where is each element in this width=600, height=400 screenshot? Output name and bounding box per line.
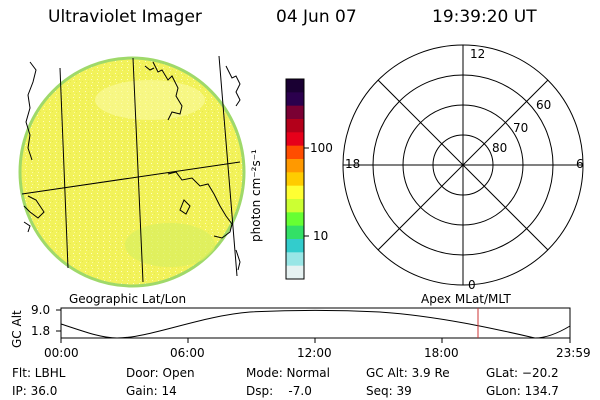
altitude-ytick-label: 9.0 bbox=[31, 303, 51, 317]
colorbar-segment bbox=[286, 145, 304, 160]
coastline-path bbox=[167, 171, 233, 239]
colorbar-segment bbox=[286, 159, 304, 173]
info-mode: Mode: Normal bbox=[246, 366, 330, 380]
colorbar-segment bbox=[286, 252, 304, 267]
altitude-ylabel: GC Alt bbox=[10, 310, 24, 348]
altitude-xtick-label: 06:00 bbox=[170, 346, 205, 360]
colorbar-tick-label: 100 bbox=[310, 141, 333, 155]
time-label: 19:39:20 UT bbox=[432, 7, 537, 27]
colorbar-segment bbox=[286, 199, 304, 213]
colorbar-segment bbox=[286, 225, 304, 240]
info-dsp: Dsp: -7.0 bbox=[246, 384, 312, 398]
polar-plot-label: Apex MLat/MLT bbox=[421, 292, 511, 306]
colorbar-segment bbox=[286, 119, 304, 133]
coastline-path bbox=[235, 249, 241, 271]
colorbar-segment bbox=[286, 239, 304, 253]
coastline-path bbox=[25, 61, 37, 161]
coastline-path bbox=[144, 65, 155, 71]
info-filter: Flt: LBHL bbox=[12, 366, 66, 380]
earth-image bbox=[18, 55, 246, 288]
earth-map-label: Geographic Lat/Lon bbox=[69, 292, 187, 306]
altitude-xtick-label: 18:00 bbox=[424, 346, 459, 360]
info-door: Door: Open bbox=[126, 366, 195, 380]
altitude-frame bbox=[60, 307, 571, 339]
altitude-plot bbox=[56, 307, 571, 343]
info-ip: IP: 36.0 bbox=[12, 384, 58, 398]
meridian-line bbox=[132, 57, 144, 283]
info-seq: Seq: 39 bbox=[366, 384, 412, 398]
colorbar-segment bbox=[286, 79, 304, 93]
colorbar-segment bbox=[286, 132, 304, 147]
meridian-line bbox=[59, 67, 69, 269]
coastline-path bbox=[225, 65, 241, 107]
mlt-label-left: 18 bbox=[345, 157, 361, 171]
info-glon: GLon: 134.7 bbox=[486, 384, 559, 398]
colorbar bbox=[285, 78, 309, 280]
altitude-xtick-label: 23:59 bbox=[556, 346, 591, 360]
lat-label-70: 70 bbox=[513, 121, 529, 135]
coastline-path bbox=[179, 199, 191, 215]
coastline-path bbox=[23, 195, 45, 219]
info-glat: GLat: −20.2 bbox=[486, 366, 559, 380]
earth-bright-region bbox=[95, 80, 205, 120]
colorbar-segment bbox=[286, 92, 304, 107]
info-gc-alt: GC Alt: 3.9 Re bbox=[366, 366, 450, 380]
mlt-label-right: 6 bbox=[576, 157, 584, 171]
instrument-title: Ultraviolet Imager bbox=[48, 7, 202, 27]
colorbar-frame bbox=[285, 78, 305, 280]
lat-label-80: 80 bbox=[492, 141, 508, 155]
info-gain: Gain: 14 bbox=[126, 384, 177, 398]
altitude-xtick-label: 12:00 bbox=[297, 346, 332, 360]
polar-diagonal bbox=[377, 79, 549, 251]
earth-shade-region bbox=[125, 223, 215, 267]
colorbar-segment bbox=[286, 185, 304, 200]
altitude-curve bbox=[60, 310, 571, 339]
polar-plot bbox=[342, 44, 584, 286]
colorbar-tick-label: 10 bbox=[313, 229, 329, 243]
parallel-line bbox=[21, 161, 241, 195]
coastline-path bbox=[152, 61, 183, 121]
coastline-path bbox=[23, 221, 31, 233]
meridian-line bbox=[218, 55, 238, 277]
mlt-label-bottom: 0 bbox=[468, 278, 476, 292]
altitude-ytick-label: 1.8 bbox=[31, 324, 51, 338]
colorbar-segment bbox=[286, 105, 304, 120]
date-label: 04 Jun 07 bbox=[276, 7, 357, 27]
graticule bbox=[21, 55, 241, 283]
altitude-xtick-label: 00:00 bbox=[44, 346, 79, 360]
lat-label-60: 60 bbox=[536, 98, 552, 112]
coastlines bbox=[23, 61, 241, 271]
colorbar-segment bbox=[286, 212, 304, 227]
colorbar-segment bbox=[286, 265, 304, 280]
colorbar-unit-label: photon cm⁻²s⁻¹ bbox=[249, 149, 263, 242]
mlt-label-top: 12 bbox=[470, 47, 486, 61]
colorbar-segment bbox=[286, 172, 304, 187]
